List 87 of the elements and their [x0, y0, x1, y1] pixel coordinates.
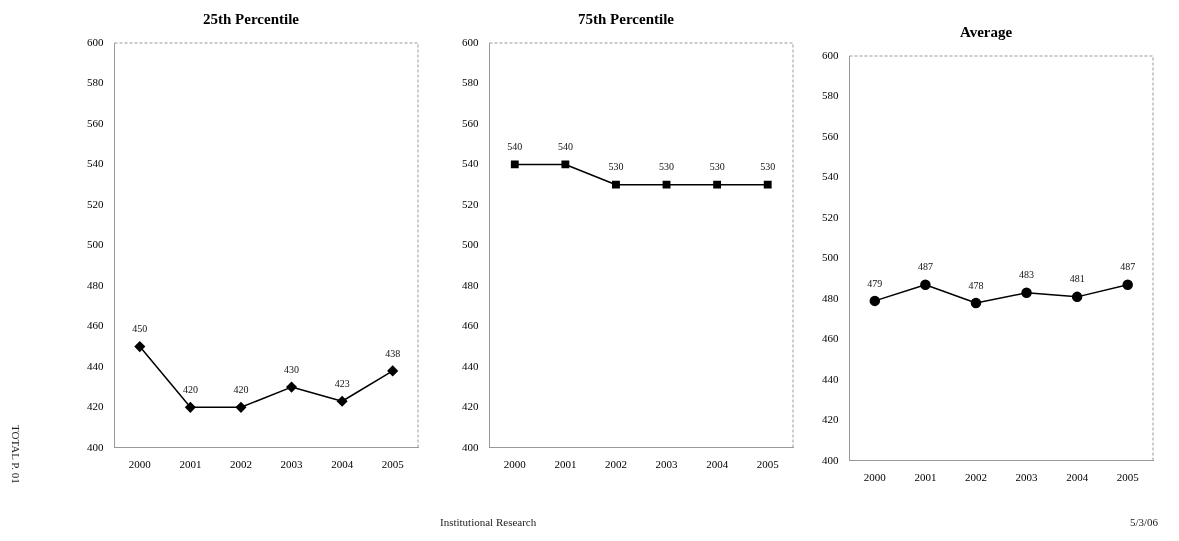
- point: [387, 365, 398, 377]
- chart-title: 75th Percentile: [578, 10, 675, 27]
- point: [1122, 279, 1133, 290]
- y-tick-label: 540: [462, 157, 479, 170]
- point: [336, 396, 348, 407]
- data-label: 483: [1019, 269, 1035, 281]
- point: [1021, 287, 1032, 299]
- y-tick-label: 600: [462, 35, 479, 48]
- y-tick-label: 460: [462, 319, 479, 332]
- y-tick-label: 480: [822, 291, 839, 304]
- data-label: 530: [709, 161, 725, 173]
- x-tick-label: 2002: [229, 458, 252, 471]
- y-tick-label: 600: [822, 48, 839, 61]
- y-tick-label: 480: [87, 278, 104, 291]
- point: [286, 381, 297, 393]
- point: [1071, 291, 1083, 303]
- y-tick-label: 520: [462, 197, 479, 210]
- y-tick-label: 580: [87, 76, 104, 89]
- y-tick-label: 560: [822, 129, 839, 142]
- y-tick-label: 600: [87, 35, 104, 48]
- y-tick-label: 500: [87, 238, 104, 251]
- data-label: 540: [557, 141, 573, 153]
- data-label: 481: [1069, 273, 1085, 285]
- x-tick-label: 2004: [1066, 471, 1089, 484]
- data-label: 540: [507, 141, 523, 153]
- y-tick-label: 540: [822, 170, 839, 183]
- y-tick-label: 580: [822, 89, 839, 102]
- data-label: 479: [867, 277, 883, 289]
- y-tick-label: 500: [462, 238, 479, 251]
- x-tick-label: 2003: [655, 458, 679, 471]
- y-tick-label: 400: [87, 440, 104, 453]
- y-tick-label: 500: [822, 251, 839, 264]
- x-tick-label: 2000: [128, 458, 152, 471]
- y-tick-label: 440: [87, 359, 104, 372]
- data-label: 420: [182, 383, 198, 395]
- x-tick-label: 2004: [706, 458, 729, 471]
- x-tick-label: 2004: [331, 458, 354, 471]
- y-tick-label: 540: [87, 157, 104, 170]
- text: Institutional Research: [440, 516, 537, 528]
- y-tick-label: 480: [462, 278, 479, 291]
- chart-title: Average: [959, 23, 1013, 40]
- text: TOTAL P. 01: [10, 425, 22, 484]
- x-tick-label: 2005: [756, 458, 780, 471]
- point: [920, 279, 931, 290]
- data-label: 530: [760, 161, 776, 173]
- y-tick-label: 520: [822, 210, 839, 223]
- y-tick-label: 580: [462, 76, 479, 89]
- y-tick-label: 420: [822, 413, 839, 426]
- data-label: 430: [284, 363, 300, 375]
- chart-title: 25th Percentile: [203, 10, 300, 27]
- y-tick-label: 520: [87, 197, 104, 210]
- data-label: 478: [968, 279, 984, 291]
- data-label: 530: [659, 161, 675, 173]
- x-tick-label: 2001: [554, 458, 577, 471]
- y-tick-label: 400: [462, 440, 479, 453]
- x-tick-label: 2002: [964, 471, 987, 484]
- point: [869, 295, 881, 307]
- data-label: 530: [608, 161, 624, 173]
- y-tick-label: 420: [462, 400, 479, 413]
- y-tick-label: 420: [87, 400, 104, 413]
- data-label: 438: [385, 347, 401, 359]
- point: [970, 297, 982, 309]
- data-label: 423: [334, 377, 350, 389]
- x-tick-label: 2000: [863, 471, 887, 484]
- data-label: 450: [132, 323, 148, 335]
- text: 5/3/06: [1130, 516, 1159, 528]
- data-label: 420: [233, 383, 249, 395]
- y-tick-label: 560: [87, 116, 104, 129]
- point: [134, 341, 146, 352]
- x-tick-label: 2001: [914, 471, 937, 484]
- x-tick-label: 2005: [1116, 471, 1140, 484]
- x-tick-label: 2002: [604, 458, 627, 471]
- point: [185, 402, 196, 413]
- point: [235, 402, 247, 413]
- y-tick-label: 460: [87, 319, 104, 332]
- data-label: 487: [917, 261, 933, 273]
- x-tick-label: 2003: [1015, 471, 1039, 484]
- y-tick-label: 560: [462, 116, 479, 129]
- x-tick-label: 2003: [280, 458, 304, 471]
- x-tick-label: 2005: [381, 458, 405, 471]
- y-tick-label: 400: [822, 453, 839, 466]
- x-tick-label: 2000: [503, 458, 527, 471]
- x-tick-label: 2001: [179, 458, 202, 471]
- data-label: 487: [1120, 261, 1136, 273]
- y-tick-label: 460: [822, 332, 839, 345]
- y-tick-label: 440: [822, 372, 839, 385]
- y-tick-label: 440: [462, 359, 479, 372]
